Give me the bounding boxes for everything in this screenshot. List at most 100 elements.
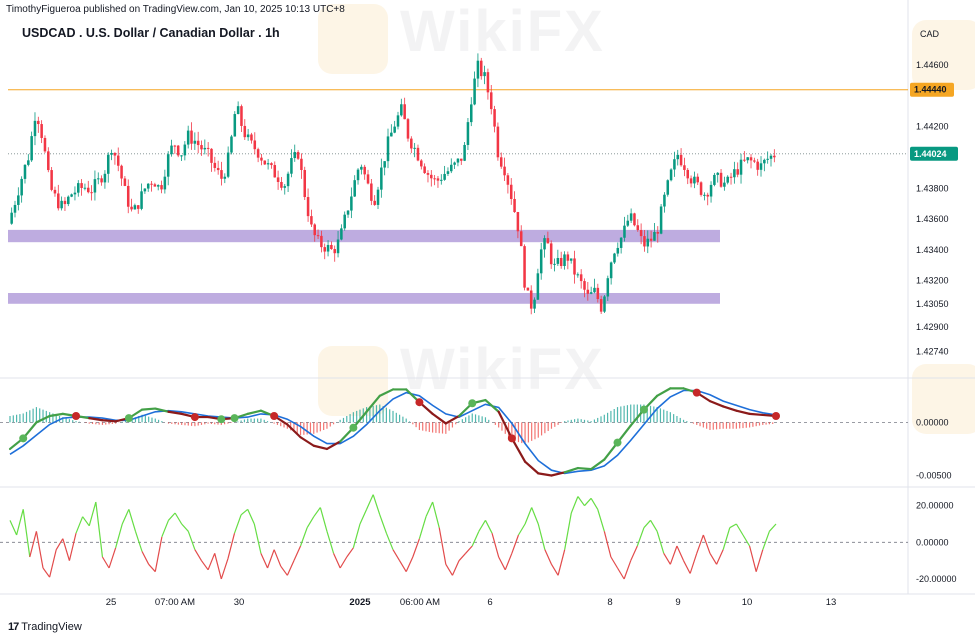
candle-body — [276, 177, 280, 182]
candle-body — [709, 184, 713, 197]
candle-body — [67, 196, 70, 205]
candle-body — [260, 157, 263, 161]
oscillator-segment — [121, 509, 130, 525]
macd-line-segment — [708, 400, 725, 408]
candle-body — [293, 152, 297, 159]
candle-body — [23, 164, 27, 179]
candle-body — [17, 195, 20, 205]
candle-body — [509, 184, 513, 199]
macd-tick-label: 0.00000 — [916, 417, 949, 427]
candle-body — [216, 167, 220, 171]
candle-body — [106, 154, 110, 174]
candle-body — [330, 244, 333, 250]
oscillator-segment — [630, 545, 638, 561]
macd-tick-label: -0.00500 — [916, 471, 952, 481]
macd-line-segment — [48, 412, 64, 418]
candle-body — [390, 132, 393, 137]
candle-body — [613, 253, 616, 263]
time-axis-label: 8 — [607, 597, 612, 608]
macd-line-segment — [563, 466, 579, 474]
oscillator-segment — [352, 523, 361, 548]
candle-body — [173, 145, 177, 147]
candle-body — [619, 237, 623, 248]
macd-line-segment — [101, 419, 117, 423]
candle-body — [460, 158, 463, 161]
oscillator-segment — [471, 531, 480, 547]
footer-brand[interactable]: 17 TradingView — [8, 621, 82, 633]
candle-body — [410, 138, 413, 149]
oscillator-segment — [484, 520, 493, 534]
candle-body — [326, 244, 330, 252]
candle-body — [170, 145, 173, 155]
candle-body — [180, 155, 183, 157]
candle-body — [773, 155, 776, 158]
brand-name: TradingView — [21, 621, 82, 633]
macd-cross-dot — [349, 423, 358, 432]
oscillator-segment — [623, 560, 632, 580]
oscillator-segment — [326, 531, 335, 554]
candle-body — [759, 163, 763, 170]
macd-line-segment — [154, 407, 170, 413]
candle-body — [556, 257, 560, 264]
candle-body — [100, 178, 103, 183]
oscillator-segment — [187, 531, 196, 550]
candle-body — [53, 189, 57, 194]
candle-body — [310, 216, 313, 225]
candle-body — [383, 161, 386, 168]
candle-body — [376, 189, 380, 205]
oscillator-segment — [108, 547, 117, 569]
candle-body — [143, 188, 147, 192]
candle-body — [450, 164, 453, 172]
candle-body — [423, 166, 426, 174]
oscillator-segment — [399, 560, 407, 572]
oscillator-segment — [35, 531, 44, 569]
oscillator-segment — [689, 553, 698, 574]
candle-body — [166, 154, 170, 177]
candle-body — [93, 179, 97, 193]
oscillator-segment — [709, 553, 718, 565]
candle-body — [769, 155, 773, 159]
candle-body — [63, 200, 67, 205]
candle-body — [133, 205, 137, 210]
macd-line-segment — [656, 387, 672, 397]
candle-body — [186, 130, 190, 145]
oscillator-segment — [22, 509, 31, 558]
oscillator-segment — [42, 567, 51, 578]
symbol-title[interactable]: USDCAD . U.S. Dollar / Canadian Dollar .… — [22, 26, 280, 40]
oscillator-segment — [735, 523, 744, 536]
oscillator-segment — [359, 509, 368, 525]
candle-body — [683, 165, 686, 170]
macd-cross-dot — [72, 412, 81, 420]
oscillator-segment — [656, 531, 665, 554]
candle-body — [523, 246, 526, 288]
oscillator-segment — [372, 494, 381, 516]
oscillator-segment — [233, 514, 242, 534]
candle-body — [479, 60, 483, 77]
candle-body — [433, 178, 436, 180]
candle-body — [200, 145, 203, 150]
oscillator-segment — [557, 549, 566, 576]
macd-line-segment — [365, 394, 381, 413]
candle-body — [766, 158, 769, 160]
candle-body — [499, 157, 503, 167]
oscillator-segment — [577, 496, 585, 507]
candle-body — [719, 172, 723, 187]
macd-line-segment — [299, 436, 315, 447]
macd-pane — [0, 387, 908, 477]
candle-body — [749, 157, 753, 161]
candle-body — [196, 140, 200, 146]
macd-line-segment — [735, 409, 751, 415]
candle-body — [386, 136, 390, 162]
macd-line-segment — [576, 466, 593, 471]
candle-body — [639, 230, 643, 237]
candle-body — [363, 166, 366, 175]
candle-body — [210, 148, 213, 163]
macd-line-segment — [497, 410, 513, 440]
oscillator-segment — [128, 509, 137, 532]
oscillator-tick-label: 0.00000 — [916, 537, 949, 547]
oscillator-segment — [148, 563, 156, 573]
candle-body — [20, 178, 23, 196]
oscillator-segment — [412, 538, 420, 558]
macd-cross-dot — [415, 398, 424, 407]
